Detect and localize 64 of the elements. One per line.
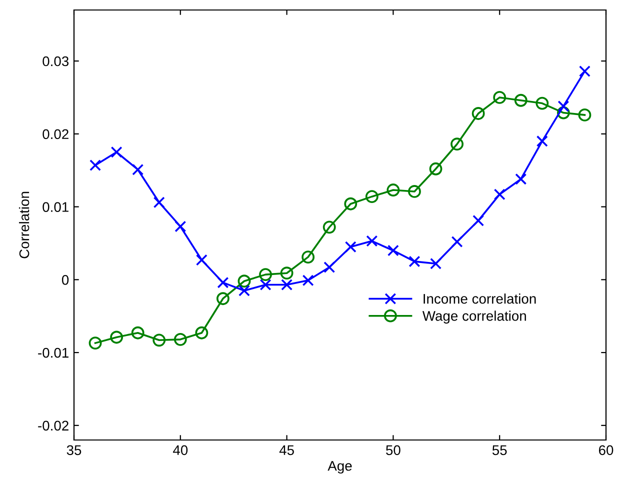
point (259, 268, 272, 282)
point (302, 274, 314, 286)
point (536, 135, 548, 147)
point (90, 159, 102, 172)
point (493, 90, 506, 104)
y-tick-label: 0.03 (42, 56, 69, 66)
x-tick-label: 60 (598, 445, 614, 456)
x-tick-label: 35 (66, 445, 82, 456)
point (174, 332, 187, 346)
point (429, 162, 442, 176)
point (408, 256, 420, 268)
point (558, 100, 570, 112)
point (450, 138, 464, 151)
x-tick-label: 50 (386, 445, 400, 456)
point (238, 284, 250, 296)
y-axis-title: Correlation (18, 192, 30, 258)
point (451, 236, 463, 248)
point (110, 146, 122, 158)
legend-label: Income correlation (424, 294, 536, 304)
y-tick-label: 0 (62, 274, 69, 285)
point (260, 278, 272, 291)
y-tick-label: -0.01 (38, 348, 68, 358)
point (387, 244, 399, 256)
point (131, 326, 144, 340)
y-tick-label: 0.01 (42, 202, 68, 212)
x-tick-label: 45 (279, 445, 294, 456)
point (281, 278, 293, 291)
point (324, 262, 336, 274)
point (386, 184, 400, 196)
x-tick-label: 40 (172, 445, 188, 456)
x-tick-label: 55 (492, 445, 507, 456)
point (514, 94, 528, 107)
x-axis-title: Age (328, 461, 352, 474)
point (344, 197, 358, 210)
point (195, 326, 208, 340)
point (153, 196, 165, 208)
point (280, 266, 294, 280)
point (88, 336, 102, 350)
point (152, 334, 166, 347)
point (344, 241, 356, 253)
point (472, 214, 484, 226)
point (365, 190, 378, 204)
point (536, 96, 549, 110)
legend-label: Wage correlation (422, 310, 526, 324)
point (302, 250, 315, 264)
point (578, 108, 592, 122)
point (430, 258, 442, 270)
point (494, 188, 506, 200)
point (322, 220, 336, 234)
point (132, 164, 144, 176)
point (238, 274, 251, 288)
point (366, 235, 378, 247)
y-tick-label: 0.02 (42, 129, 68, 140)
point (196, 254, 208, 266)
point (110, 330, 124, 344)
point (515, 173, 527, 185)
point (472, 107, 485, 120)
point (556, 106, 570, 120)
point (578, 65, 590, 77)
point (408, 185, 421, 198)
y-tick-label: -0.02 (38, 420, 68, 431)
point (174, 220, 186, 232)
point (216, 292, 230, 306)
point (217, 276, 229, 288)
